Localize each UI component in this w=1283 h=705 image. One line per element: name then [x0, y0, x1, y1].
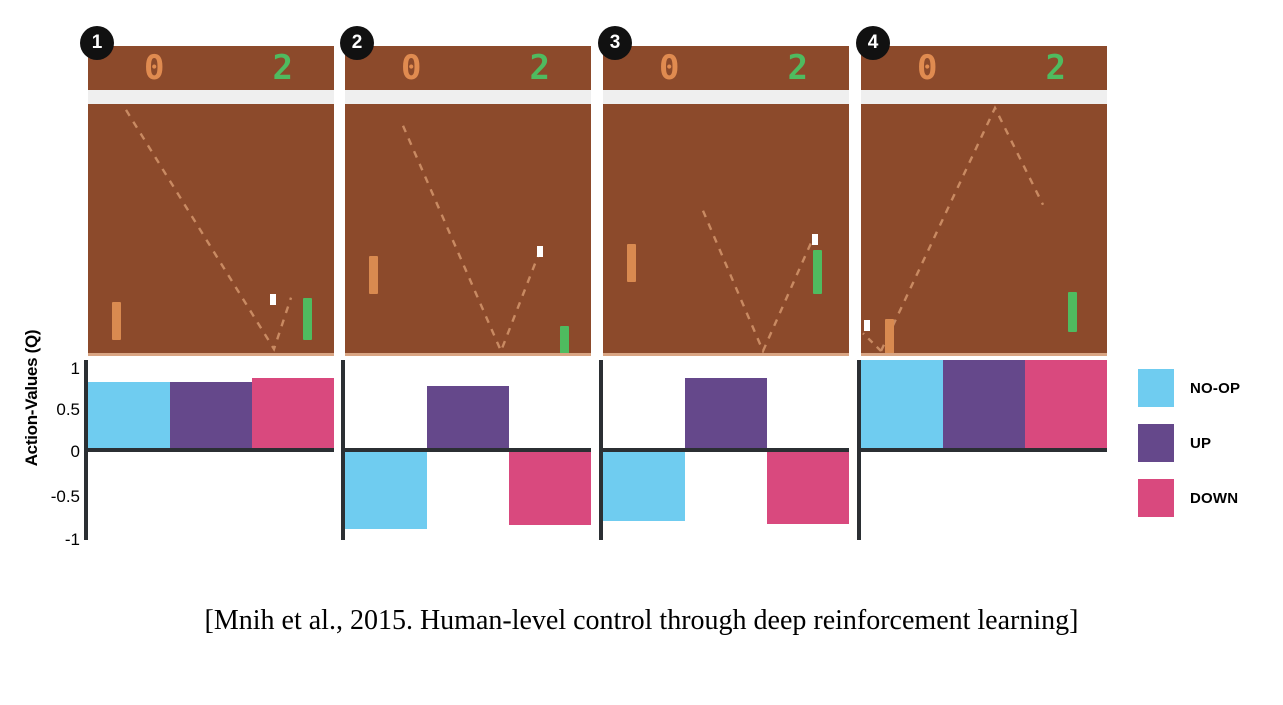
score-bar: 0 2 — [88, 46, 334, 90]
ball — [812, 234, 818, 245]
court — [345, 104, 591, 356]
bar-no-op — [345, 448, 427, 529]
score-right-digit: 2 — [1045, 48, 1067, 88]
right-paddle — [303, 298, 312, 340]
score-left-digit: 0 — [144, 48, 165, 88]
bar-up — [427, 386, 509, 448]
y-axis-title: Action-Values (Q) — [22, 329, 41, 467]
score-right-digit: 2 — [529, 48, 551, 88]
right-paddle — [813, 250, 822, 294]
game-frame-1: 0 2 — [88, 46, 334, 356]
left-paddle — [885, 319, 894, 353]
q-chart-panel-2 — [341, 360, 591, 540]
legend-item-up: UP — [1138, 421, 1278, 465]
game-frame-3: 0 2 — [603, 46, 849, 356]
figure-caption: [Mnih et al., 2015. Human-level control … — [204, 605, 1079, 636]
bar-group — [603, 360, 849, 540]
score-left-digit: 0 — [659, 48, 680, 88]
legend-swatch-no-op — [1138, 369, 1174, 407]
right-paddle — [560, 326, 569, 353]
panel-badge-2: 2 — [340, 26, 374, 60]
legend-item-no-op: NO-OP — [1138, 366, 1278, 410]
bar-group — [88, 360, 334, 540]
bar-group — [345, 360, 591, 540]
legend: NO-OP UP DOWN — [1138, 366, 1278, 531]
court-divider — [88, 90, 334, 104]
y-tick-label: 1 — [70, 359, 80, 378]
panel-badge-3: 3 — [598, 26, 632, 60]
court-divider — [603, 90, 849, 104]
panel-badge-1: 1 — [80, 26, 114, 60]
ball — [537, 246, 543, 257]
legend-label: NO-OP — [1190, 379, 1241, 397]
score-bar: 0 2 — [861, 46, 1107, 90]
bar-down — [1025, 360, 1107, 448]
bar-down — [252, 377, 334, 448]
legend-label: DOWN — [1190, 489, 1239, 507]
court-divider — [861, 90, 1107, 104]
right-paddle — [1068, 292, 1077, 332]
bar-up — [943, 360, 1025, 448]
left-paddle — [627, 244, 636, 282]
ball — [270, 294, 276, 305]
score-bar: 0 2 — [345, 46, 591, 90]
legend-swatch-down — [1138, 479, 1174, 517]
bar-up — [685, 377, 767, 448]
y-tick-label: -1 — [64, 530, 80, 549]
panel-badge-4: 4 — [856, 26, 890, 60]
ball — [864, 320, 870, 331]
q-chart-panel-4 — [857, 360, 1107, 540]
score-left-digit: 0 — [917, 48, 938, 88]
y-tick-label: 0 — [70, 442, 80, 461]
bar-group — [861, 360, 1107, 540]
score-left-digit: 0 — [401, 48, 422, 88]
zero-line — [341, 448, 591, 452]
game-frame-4: 0 2 — [861, 46, 1107, 356]
zero-line — [857, 448, 1107, 452]
bar-up — [170, 382, 252, 448]
ball-trajectory-icon — [401, 125, 543, 353]
left-paddle — [369, 256, 378, 294]
score-bar: 0 2 — [603, 46, 849, 90]
legend-label: UP — [1190, 434, 1212, 452]
score-right-digit: 2 — [272, 48, 294, 88]
bar-no-op — [603, 448, 685, 522]
zero-line — [599, 448, 849, 452]
ball-trajectory-icon — [124, 109, 293, 352]
court — [603, 104, 849, 356]
y-tick-label: 0.5 — [56, 400, 80, 419]
zero-line — [84, 448, 334, 452]
ball-trajectory-icon — [701, 210, 815, 353]
q-chart-panel-3 — [599, 360, 849, 540]
game-frame-2: 0 2 — [345, 46, 591, 356]
bar-down — [767, 448, 849, 524]
bar-no-op — [861, 360, 943, 448]
score-right-digit: 2 — [787, 48, 809, 88]
action-values-chart: Action-Values (Q) 1 0.5 0 -0.5 -1 — [0, 330, 1283, 548]
court — [88, 104, 334, 356]
bar-no-op — [88, 382, 170, 448]
left-paddle — [112, 302, 121, 340]
court — [861, 104, 1107, 356]
y-tick-label: -0.5 — [50, 487, 80, 506]
bar-down — [509, 448, 591, 526]
legend-swatch-up — [1138, 424, 1174, 462]
q-chart-panel-1 — [84, 360, 334, 540]
y-axis-ticks: 1 0.5 0 -0.5 -1 — [40, 359, 80, 548]
court-divider — [345, 90, 591, 104]
legend-item-down: DOWN — [1138, 476, 1278, 520]
